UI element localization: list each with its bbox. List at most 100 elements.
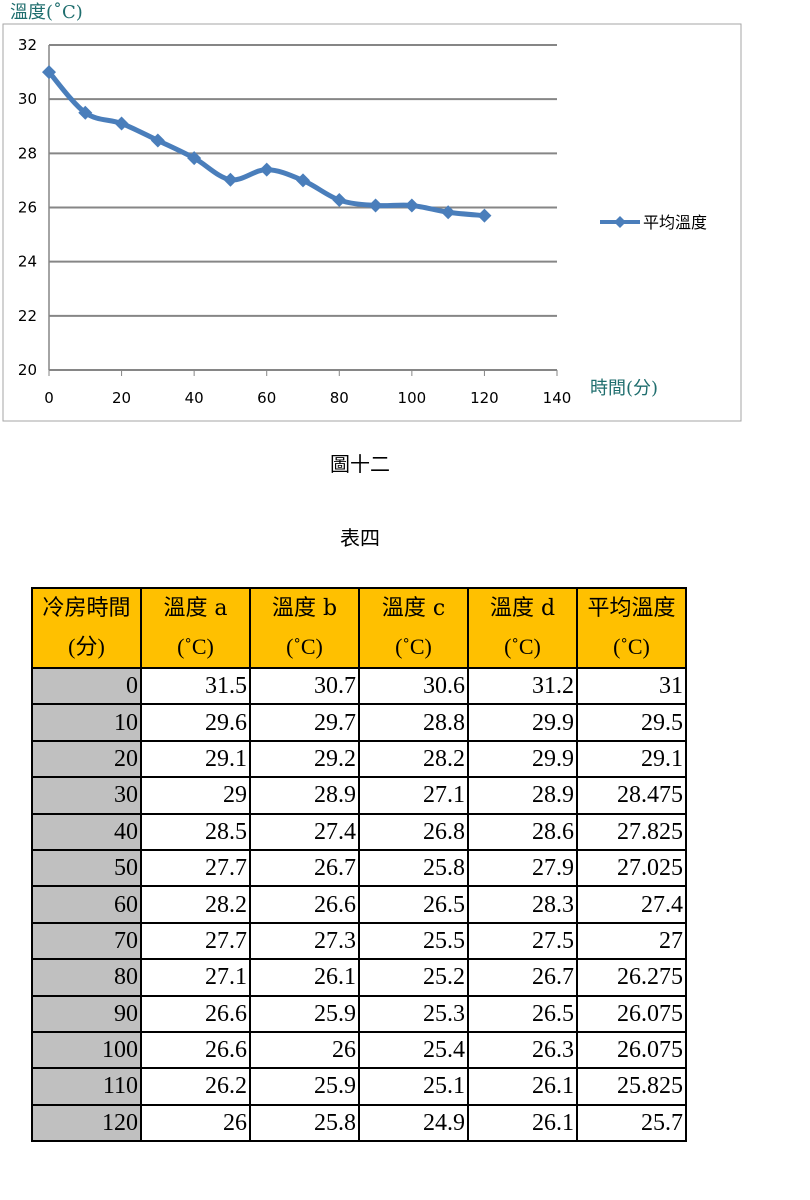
table-cell: 29.9: [467, 703, 578, 742]
data-point-marker: [150, 133, 165, 148]
table-cell: 26.6: [140, 994, 251, 1033]
table-cell: 25.3: [358, 994, 469, 1033]
table-cell: 28.9: [467, 776, 578, 815]
table-header-row: 冷房時間 (分) 溫度 a (˚C) 溫度 b (˚C) 溫度 c (˚C) 溫度 d (˚C) 平…: [31, 587, 687, 669]
data-point-marker: [187, 151, 202, 166]
table-cell: 25.825: [576, 1067, 687, 1106]
table-cell: 24.9: [358, 1103, 469, 1143]
table-cell: 26.5: [358, 885, 469, 924]
table-cell: 27.1: [140, 958, 251, 997]
time-cell: 110: [31, 1067, 142, 1106]
table-cell: 26.1: [467, 1103, 578, 1143]
time-cell: 90: [31, 994, 142, 1033]
data-point-marker: [114, 116, 129, 131]
table-cell: 26.1: [467, 1067, 578, 1106]
x-tick-label: 40: [185, 389, 204, 407]
legend-diamond-marker: [614, 216, 626, 228]
x-tick-label: 20: [112, 389, 131, 407]
y-tick-label: 28: [18, 144, 37, 162]
table-cell: 26.7: [467, 958, 578, 997]
legend-series-label: 平均溫度: [643, 213, 707, 232]
table-row: 70 27.7 27.3 25.5 27.5 27: [31, 921, 687, 961]
table-row: 80 27.1 26.1 25.2 26.7 26.275: [31, 958, 687, 997]
header-label: 溫度 a: [163, 596, 228, 621]
legend: 平均溫度: [600, 213, 707, 232]
data-point-marker: [223, 172, 238, 187]
table-cell: 25.5: [358, 921, 469, 961]
table-cell: 25.2: [358, 958, 469, 997]
table-caption: 表四: [340, 526, 380, 550]
table-cell: 27.5: [467, 921, 578, 961]
y-tick-label: 22: [18, 307, 37, 325]
table-cell: 26.3: [467, 1030, 578, 1070]
table-header-cell: 溫度 a (˚C): [140, 587, 251, 669]
figure-caption: 圖十二: [330, 452, 390, 476]
table-cell: 27.1: [358, 776, 469, 815]
table-cell: 26.075: [576, 1030, 687, 1070]
table-cell: 26.1: [249, 958, 360, 997]
table-cell: 25.7: [576, 1103, 687, 1143]
table-cell: 27: [576, 921, 687, 961]
table-cell: 26.275: [576, 958, 687, 997]
y-tick-label: 24: [18, 253, 37, 271]
table-cell: 28.475: [576, 776, 687, 815]
table-row: 120 26 25.8 24.9 26.1 25.7: [31, 1103, 687, 1143]
header-unit: (˚C): [286, 634, 323, 659]
table-cell: 27.9: [467, 848, 578, 888]
x-tick-label: 100: [398, 389, 427, 407]
table-cell: 27.7: [140, 848, 251, 888]
header-label: 溫度 c: [381, 596, 446, 621]
table-cell: 27.4: [249, 812, 360, 851]
table-header-cell: 溫度 b (˚C): [249, 587, 360, 669]
table-cell: 27.7: [140, 921, 251, 961]
header-label: 平均溫度: [587, 596, 676, 621]
table-cell: 26: [249, 1030, 360, 1070]
y-tick-label: 20: [18, 361, 37, 379]
data-point-marker: [78, 105, 93, 120]
header-label: 冷房時間: [42, 596, 131, 621]
table-cell: 29.9: [467, 739, 578, 779]
table-row: 30 29 28.9 27.1 28.9 28.475: [31, 776, 687, 815]
table-header-cell: 溫度 d (˚C): [467, 587, 578, 669]
table-cell: 29.7: [249, 703, 360, 742]
x-tick-label: 120: [470, 389, 499, 407]
table-cell: 25.4: [358, 1030, 469, 1070]
header-label: 溫度 d: [489, 596, 556, 621]
data-point-marker: [296, 173, 310, 188]
time-cell: 80: [31, 958, 142, 997]
time-cell: 70: [31, 921, 142, 961]
time-cell: 50: [31, 848, 142, 888]
temperature-table: 冷房時間 (分) 溫度 a (˚C) 溫度 b (˚C) 溫度 c (˚C) 溫度 d (˚C) 平…: [31, 587, 687, 1143]
header-unit: (分): [68, 634, 105, 659]
y-tick-label: 32: [18, 36, 37, 54]
y-tick-label: 30: [18, 90, 37, 108]
table-cell: 25.9: [249, 994, 360, 1033]
table-cell: 27.3: [249, 921, 360, 961]
table-cell: 28.2: [140, 885, 251, 924]
table-cell: 29.6: [140, 703, 251, 742]
table-row: 0 31.5 30.7 30.6 31.2 31: [31, 666, 687, 706]
time-cell: 30: [31, 776, 142, 815]
table-header-cell: 冷房時間 (分): [31, 587, 142, 669]
table-cell: 30.7: [249, 666, 360, 706]
header-unit: (˚C): [613, 634, 650, 659]
table-row: 90 26.6 25.9 25.3 26.5 26.075: [31, 994, 687, 1033]
table-row: 110 26.2 25.9 25.1 26.1 25.825: [31, 1067, 687, 1106]
table-cell: 25.9: [249, 1067, 360, 1106]
data-point-marker: [441, 205, 456, 220]
table-cell: 29.1: [576, 739, 687, 779]
header-label: 溫度 b: [271, 596, 338, 621]
time-cell: 0: [31, 666, 142, 706]
time-cell: 60: [31, 885, 142, 924]
table-cell: 27.025: [576, 848, 687, 888]
table-cell: 28.9: [249, 776, 360, 815]
x-tick-label: 60: [257, 389, 276, 407]
table-row: 40 28.5 27.4 26.8 28.6 27.825: [31, 812, 687, 851]
table-cell: 30.6: [358, 666, 469, 706]
y-tick-label: 26: [18, 199, 37, 217]
header-unit: (˚C): [395, 634, 432, 659]
x-tick-label: 80: [330, 389, 349, 407]
table-cell: 28.6: [467, 812, 578, 851]
data-point-marker: [259, 162, 274, 177]
